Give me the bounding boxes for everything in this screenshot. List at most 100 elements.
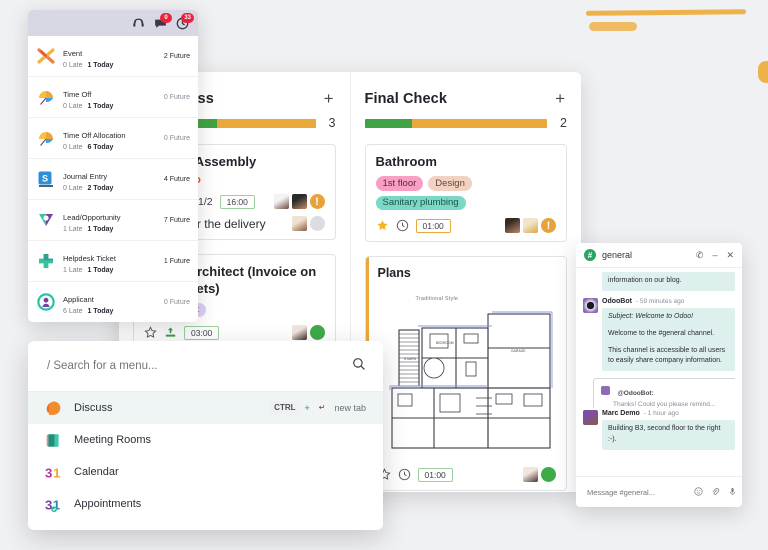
star-icon[interactable]	[144, 326, 157, 339]
progress-done-segment	[364, 118, 412, 128]
activity-future: 7 Future	[163, 216, 190, 224]
palette-item-label: Discuss	[74, 402, 113, 414]
avatar[interactable]	[291, 325, 307, 341]
attachment-icon[interactable]	[711, 487, 720, 498]
status-dot-grey[interactable]	[309, 216, 325, 232]
activity-name: Helpdesk Ticket	[63, 254, 116, 263]
progress-pending-segment	[411, 118, 547, 128]
activities-clock-icon[interactable]: 33	[176, 12, 194, 30]
svg-text:1: 1	[53, 465, 60, 480]
activity-row-time-off-allocation[interactable]: Time Off Allocation 0 Late 6 Today 0 Futu…	[28, 118, 198, 159]
activity-future: 2 Future	[163, 52, 190, 60]
helpdesk-ticket-icon	[36, 251, 56, 271]
palette-search-row	[28, 341, 383, 392]
star-icon[interactable]	[376, 219, 389, 232]
activity-row-applicant[interactable]: Applicant 6 Late 1 Today 0 Future	[28, 282, 198, 322]
discuss-icon	[45, 400, 62, 417]
priority-alert-icon: !	[541, 218, 556, 234]
activity-future: 0 Future	[163, 134, 190, 142]
activity-name: Time Off Allocation	[63, 131, 126, 140]
message-author: Marc Demo	[602, 410, 640, 418]
svg-text:1: 1	[53, 497, 60, 512]
activity-row-event[interactable]: Event 0 Late 1 Today 2 Future	[28, 36, 198, 77]
status-dot-green[interactable]	[541, 467, 556, 483]
avatar[interactable]	[583, 297, 598, 313]
activity-late: 6 Late	[63, 308, 83, 315]
voice-icon[interactable]	[728, 487, 737, 498]
avatar[interactable]	[291, 194, 307, 210]
card-time[interactable]: 16:00	[219, 194, 255, 209]
phone-icon[interactable]	[132, 17, 145, 30]
chat-message-list[interactable]: information on our blog. OdooBot - 59 mi…	[576, 268, 742, 476]
activity-name: Time Off	[63, 90, 92, 99]
activity-today: 1 Today	[87, 267, 114, 274]
avatar[interactable]	[583, 410, 598, 426]
minimize-icon[interactable]: –	[712, 249, 718, 260]
avatar[interactable]	[505, 218, 520, 234]
card-time[interactable]: 01:00	[415, 218, 451, 233]
message-line: Building B3, second floor to the right :…	[608, 425, 721, 444]
call-icon[interactable]: ✆	[695, 249, 704, 260]
column-count: 2	[560, 116, 567, 130]
chat-partial-message: information on our blog.	[602, 272, 735, 291]
palette-item-meeting-rooms[interactable]: Meeting Rooms	[28, 424, 383, 456]
kanban-card[interactable]: Plans Traditional Style	[364, 256, 567, 492]
avatar	[601, 386, 610, 396]
activity-row-helpdesk-ticket[interactable]: Helpdesk Ticket 1 Late 1 Today 1 Future	[28, 241, 198, 282]
activity-today: 1 Today	[87, 308, 114, 315]
svg-text:S: S	[42, 174, 48, 184]
avatar[interactable]	[523, 218, 538, 234]
clock-icon[interactable]	[396, 219, 409, 232]
activity-row-lead-opportunity[interactable]: Lead/Opportunity 1 Late 1 Today 7 Future	[28, 200, 198, 241]
palette-item-discuss[interactable]: Discuss CTRL + ↵ new tab	[28, 392, 383, 424]
activity-late: 1 Late	[63, 267, 83, 274]
checklist-value: 1/2	[198, 195, 213, 208]
activity-future: 0 Future	[163, 93, 190, 101]
add-card-button[interactable]: +	[323, 89, 334, 108]
status-dot-green[interactable]	[309, 325, 325, 341]
avatar[interactable]	[291, 216, 307, 232]
svg-text:GARAGE: GARAGE	[511, 349, 526, 353]
search-icon[interactable]	[352, 357, 366, 376]
activity-row-time-off[interactable]: Time Off 0 Late 1 Today 0 Future	[28, 77, 198, 118]
close-icon[interactable]: ✕	[726, 249, 734, 260]
chat-header: # general ✆ – ✕	[576, 243, 742, 268]
column-header: Final Check +	[365, 90, 568, 107]
card-time[interactable]: 01:00	[417, 467, 453, 482]
tag[interactable]: Sanitary plumbing	[375, 195, 466, 211]
clock-icon[interactable]	[398, 468, 411, 481]
card-time[interactable]: 03:00	[184, 325, 220, 340]
search-input[interactable]	[45, 359, 352, 373]
activity-late: 0 Late	[63, 103, 83, 110]
decorative-dash-top	[589, 22, 637, 31]
tag[interactable]: Design	[428, 176, 472, 191]
message-input[interactable]	[585, 486, 686, 498]
avatar[interactable]	[273, 194, 289, 210]
activity-future: 4 Future	[163, 175, 190, 183]
activity-panel-header: 0 33	[28, 10, 198, 36]
activity-future: 0 Future	[163, 298, 190, 306]
messages-icon[interactable]: 0	[154, 12, 172, 30]
activity-name: Applicant	[63, 295, 94, 304]
avatar[interactable]	[523, 467, 538, 483]
time-off-alloc-icon	[36, 128, 56, 148]
add-card-button[interactable]: +	[555, 89, 565, 108]
tag[interactable]: 1st floor	[375, 176, 424, 191]
channel-name: general	[602, 250, 633, 260]
column-progress: 2	[364, 116, 567, 130]
emoji-icon[interactable]	[694, 486, 703, 498]
column-title: Final Check	[364, 90, 447, 107]
decorative-blob-right	[758, 61, 768, 83]
applicant-icon	[36, 292, 56, 312]
decorative-stroke-top	[585, 9, 747, 16]
upload-icon[interactable]	[164, 326, 177, 339]
meeting-rooms-icon	[45, 432, 62, 449]
activities-badge: 33	[181, 12, 194, 23]
quoted-message: @OdooBot: Thanks! Could you please remin…	[593, 378, 735, 409]
activity-row-journal-entry[interactable]: S Journal Entry 0 Late 2 Today 4 Future	[28, 159, 198, 200]
event-icon	[36, 46, 56, 66]
kanban-card[interactable]: Bathroom 1st floor Design Sanitary plumb…	[364, 144, 567, 243]
activity-late: 0 Late	[63, 144, 83, 151]
